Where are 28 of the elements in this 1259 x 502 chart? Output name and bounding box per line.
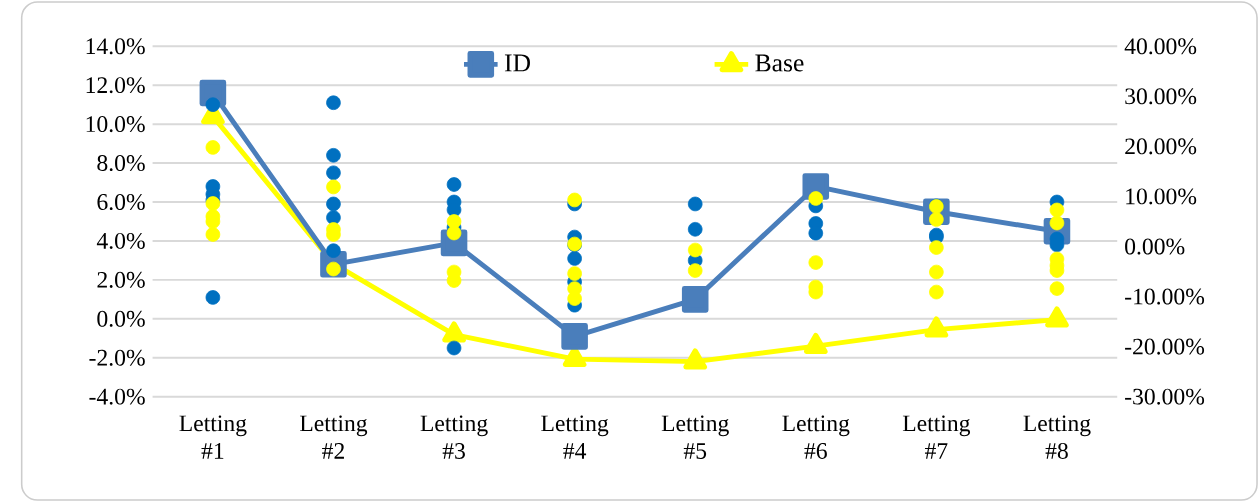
x-tick-label: Letting #8: [1023, 415, 1091, 459]
legend-label: ID: [504, 54, 530, 72]
y2-tick-label: 0.00%: [1125, 238, 1185, 255]
y2-tick-label: 10.00%: [1126, 188, 1197, 205]
y2-tick-label: 40.00%: [1124, 38, 1197, 55]
x-tick-label: Letting #1: [179, 415, 247, 459]
y-tick-label: 12.0%: [86, 77, 145, 94]
x-tick-label: Letting #7: [902, 415, 971, 459]
y-tick-label: -2.0%: [89, 349, 145, 366]
x-tick-label: Letting #6: [782, 415, 850, 459]
x-tick-label: Letting #3: [420, 415, 488, 459]
y-tick-label: 8.0%: [97, 155, 145, 172]
y2-tick-label: 20.00%: [1125, 138, 1197, 155]
y-tick-label: 6.0%: [97, 193, 145, 211]
x-tick-label: Letting #4: [541, 415, 609, 459]
y-tick-label: 0.0%: [97, 310, 145, 327]
y-tick-label: 14.0%: [86, 38, 145, 55]
x-tick-label: Letting #2: [300, 415, 368, 459]
y2-tick-label: -20.00%: [1125, 338, 1205, 355]
y2-tick-label: -10.00%: [1125, 288, 1205, 305]
y-tick-label: 4.0%: [96, 232, 145, 249]
y2-tick-label: -30.00%: [1125, 388, 1205, 405]
legend-label: Base: [755, 54, 804, 72]
y2-tick-label: 30.00%: [1125, 88, 1197, 105]
x-tick-label: Letting #5: [661, 415, 729, 459]
y-tick-label: -4.0%: [89, 388, 145, 405]
y-tick-label: 10.0%: [86, 116, 145, 133]
y-tick-label: 2.0%: [97, 271, 145, 288]
